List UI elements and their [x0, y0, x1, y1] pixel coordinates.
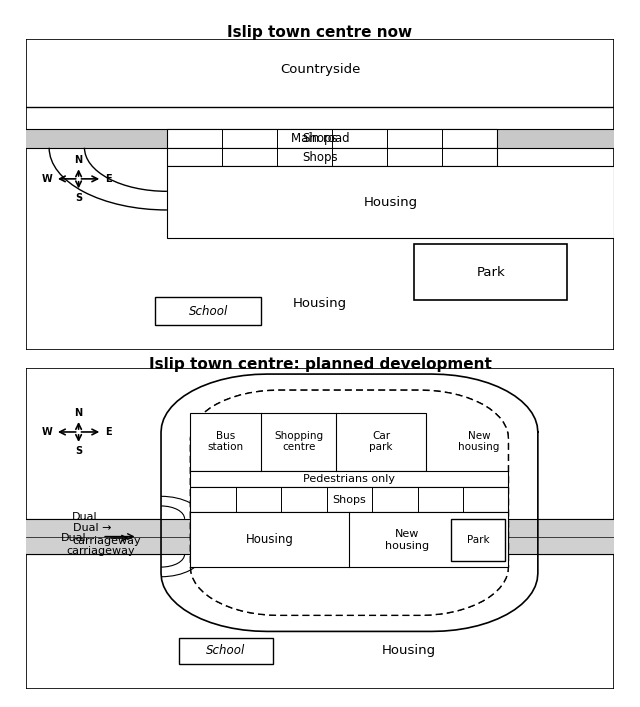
Text: Housing: Housing [246, 533, 294, 547]
Text: W: W [42, 174, 52, 184]
Bar [191, 471, 508, 486]
Text: E: E [105, 174, 112, 184]
Text: Shops: Shops [302, 132, 338, 145]
Bar [191, 486, 508, 513]
Bar [191, 513, 508, 567]
Bar [179, 638, 273, 664]
Text: Dual →: Dual → [73, 523, 111, 534]
Polygon shape [191, 390, 508, 615]
Bar [451, 519, 506, 561]
Text: Park: Park [476, 266, 505, 279]
Bar [414, 244, 567, 300]
Text: S: S [75, 193, 82, 203]
Polygon shape [191, 390, 508, 615]
Text: New
housing: New housing [458, 431, 500, 452]
Text: Park: Park [467, 534, 490, 544]
Bar [191, 413, 426, 471]
Text: School: School [206, 644, 245, 658]
Text: S: S [75, 446, 82, 457]
Text: Islip town centre: planned development: Islip town centre: planned development [148, 357, 492, 372]
Text: Shops: Shops [333, 494, 366, 505]
Text: Islip town centre now: Islip town centre now [227, 25, 413, 40]
Text: Pedestrians only: Pedestrians only [303, 474, 396, 484]
Bar [26, 519, 161, 554]
Text: N: N [74, 407, 83, 418]
Text: carriageway: carriageway [73, 537, 141, 547]
Bar [26, 519, 614, 554]
Bar [26, 129, 614, 148]
Text: Main road: Main road [291, 132, 349, 145]
Text: N: N [74, 155, 83, 165]
Text: Shops: Shops [302, 151, 338, 163]
Text: Shopping
centre: Shopping centre [275, 431, 323, 452]
Text: New
housing: New housing [385, 529, 429, 551]
Bar [538, 519, 614, 554]
Text: School: School [189, 305, 228, 317]
Text: Dual: Dual [61, 533, 86, 543]
Text: Housing: Housing [293, 297, 347, 310]
Text: Car
park: Car park [369, 431, 393, 452]
Text: Housing: Housing [381, 644, 435, 658]
Text: Dual: Dual [72, 512, 97, 522]
Text: E: E [105, 427, 112, 437]
Text: carriageway: carriageway [67, 546, 136, 556]
Bar [155, 297, 261, 325]
Text: Countryside: Countryside [280, 64, 360, 76]
Bar [167, 148, 497, 166]
Bar [167, 129, 497, 148]
Text: W: W [42, 427, 52, 437]
Bar [167, 166, 614, 238]
Text: Housing: Housing [364, 196, 418, 209]
Text: Bus
station: Bus station [208, 431, 244, 452]
